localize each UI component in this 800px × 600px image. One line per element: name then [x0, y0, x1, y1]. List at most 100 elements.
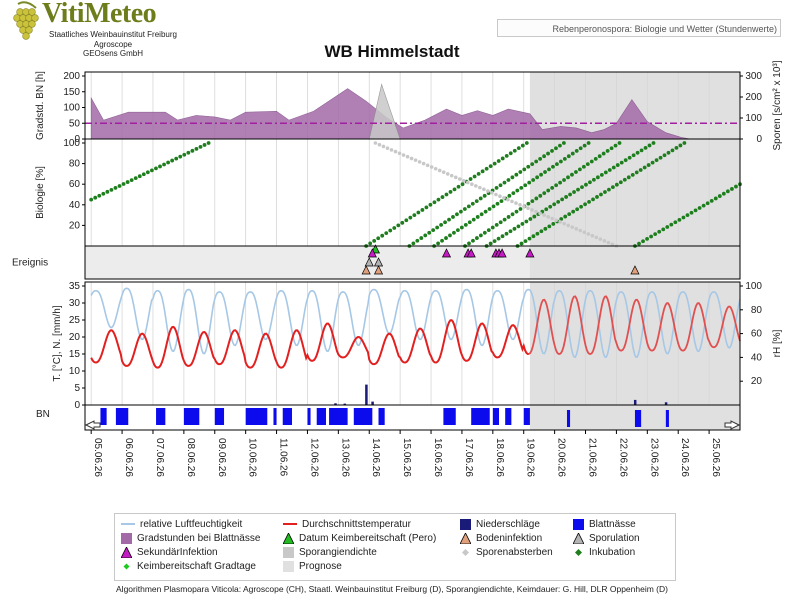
incubation-point — [552, 202, 557, 207]
legend-item-keimgrad: Keimbereitschaft Gradtage — [121, 560, 256, 573]
leafwet-bar — [523, 408, 530, 425]
incubation-point — [574, 149, 579, 153]
incubation-point — [581, 164, 586, 169]
incubation-point — [478, 233, 483, 238]
spore-death-point — [413, 158, 418, 162]
x-tick-label: 13.06.26 — [339, 438, 350, 477]
incubation-point — [543, 170, 547, 174]
incubation-point — [427, 230, 432, 235]
spore-death-point — [602, 239, 607, 243]
incubation-point — [532, 214, 537, 219]
y-axis-label: Biologie [%] — [35, 166, 46, 219]
incubation-point — [109, 187, 114, 192]
legend-label: Sporulation — [589, 533, 640, 544]
incubation-point — [492, 239, 497, 243]
incubation-point — [432, 200, 437, 205]
incubation-point — [643, 146, 648, 150]
incubation-point — [516, 224, 521, 229]
spore-death-point — [506, 197, 510, 202]
spore-death-point — [381, 144, 386, 149]
leafwet-bar — [665, 410, 669, 427]
secondary-infection-marker — [525, 248, 535, 258]
incubation-point — [558, 143, 562, 148]
scroll-left-arrow[interactable] — [84, 420, 101, 430]
spore-death-point — [449, 173, 454, 178]
spore-death-point — [441, 170, 446, 174]
spore-death-point — [550, 216, 554, 221]
legend-label: SekundärInfektion — [137, 547, 218, 558]
spore-death-point — [514, 201, 518, 205]
spore-death-point — [445, 172, 450, 176]
incubation-point — [582, 143, 587, 148]
incubation-point — [518, 207, 523, 211]
incubation-point — [452, 187, 457, 192]
incubation-point — [623, 158, 628, 163]
y-tick-label-right: 100 — [745, 113, 762, 124]
incubation-point — [376, 236, 381, 241]
incubation-point — [206, 141, 211, 145]
spore-death-point — [554, 218, 558, 223]
incubation-point — [510, 175, 515, 180]
spore-death-point — [437, 168, 442, 173]
incubation-point — [522, 167, 527, 172]
incubation-point — [466, 204, 471, 209]
spore-death-point — [385, 146, 390, 150]
spore-death-point — [574, 227, 579, 231]
incubation-point — [651, 141, 656, 145]
incubation-point — [544, 207, 549, 212]
incubation-point — [555, 162, 559, 167]
x-tick-label: 16.06.26 — [432, 438, 443, 477]
incubation-point — [400, 220, 405, 225]
y-tick-label-right: 200 — [745, 92, 762, 103]
incubation-point — [510, 212, 515, 217]
chart-type-selector[interactable]: Rebenperonospora: Biologie und Wetter (S… — [497, 19, 781, 37]
y-axis-label-right: Sporen [s/cm² x 10³] — [772, 60, 783, 150]
incubation-point — [593, 156, 598, 161]
incubation-point — [570, 151, 575, 156]
rain-bar — [664, 402, 668, 405]
incubation-point — [512, 148, 517, 153]
y-tick-label: 35 — [69, 281, 81, 292]
incubation-point — [538, 156, 543, 161]
incubation-point — [174, 156, 179, 161]
rain-bar — [371, 401, 374, 405]
incubation-point — [496, 159, 501, 163]
x-tick-label: 07.06.26 — [154, 438, 165, 477]
incubation-point — [520, 143, 525, 148]
incubation-point — [145, 170, 150, 175]
incubation-point — [491, 204, 496, 209]
incubation-point — [645, 236, 649, 241]
incubation-point — [129, 178, 134, 183]
spore-death-point — [373, 141, 378, 145]
incubation-point — [396, 223, 401, 228]
spore-death-point — [502, 196, 506, 200]
y-tick-label: 100 — [63, 103, 80, 114]
spore-death-point — [610, 242, 615, 247]
x-tick-label: 25.06.26 — [710, 438, 721, 477]
incubation-point — [478, 196, 483, 201]
legend: relative Luftfeuchtigkeit Durchschnittst… — [114, 513, 676, 581]
legend-item-rh: relative Luftfeuchtigkeit — [121, 518, 242, 531]
incubation-point — [567, 212, 572, 217]
soil-infection-marker — [373, 265, 384, 275]
soil-infection-marker — [630, 265, 640, 275]
incubation-point — [597, 154, 602, 159]
incubation-point — [388, 228, 393, 233]
incubation-point — [548, 204, 553, 209]
incubation-point — [448, 233, 452, 238]
legend-label: Durchschnittstemperatur — [302, 519, 411, 530]
incubation-point — [472, 174, 477, 179]
incubation-point — [508, 151, 513, 156]
incubation-point — [583, 202, 587, 207]
incubation-point — [470, 201, 475, 206]
incubation-point — [587, 199, 591, 204]
incubation-point — [523, 183, 528, 188]
incubation-point — [499, 199, 504, 204]
spore-death-point — [478, 185, 482, 190]
scroll-right-arrow[interactable] — [724, 420, 741, 430]
spore-death-point — [490, 190, 494, 195]
soil-infection-marker — [361, 265, 371, 275]
leafwet-bar — [329, 408, 348, 425]
spore-death-point — [558, 220, 562, 224]
incubation-point — [584, 182, 588, 187]
